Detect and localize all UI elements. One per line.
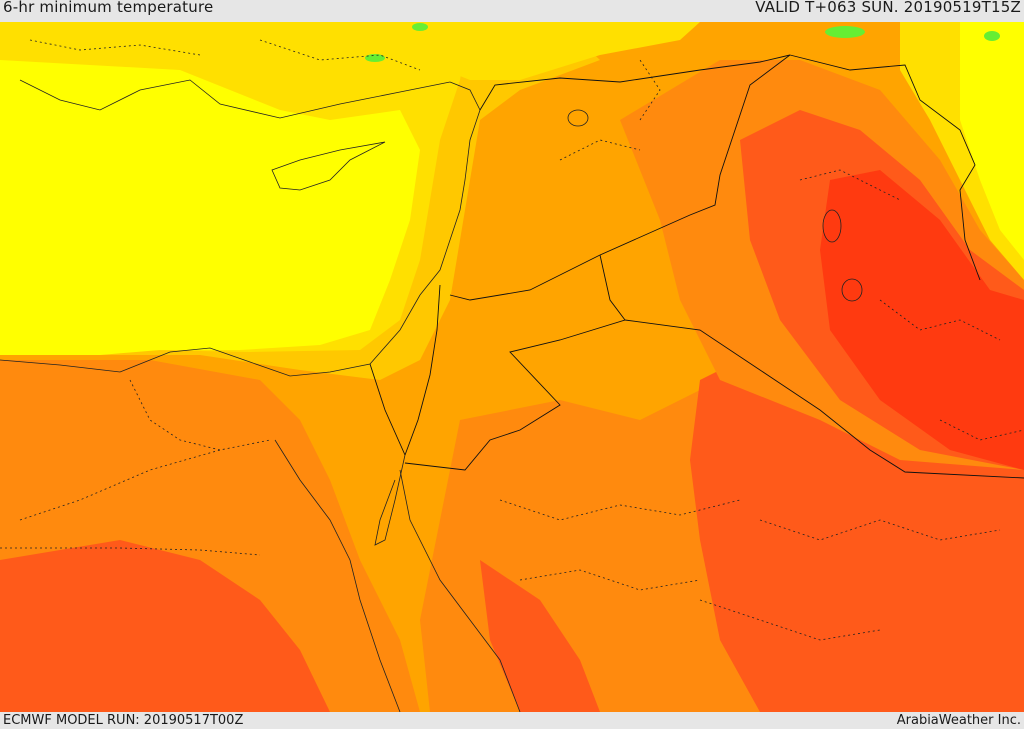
turkey-syria-border — [479, 54, 791, 111]
jordan-saudi-border — [404, 254, 626, 471]
field-iraq-hot — [820, 170, 1024, 470]
iraq-saudi-border — [624, 319, 1024, 479]
admin-boundaries — [0, 39, 1024, 641]
field-iran-pale — [960, 22, 1024, 260]
egypt-israel-border — [369, 363, 406, 456]
lake-habbaniyah — [841, 278, 863, 302]
field-green-1 — [412, 23, 428, 31]
red-sea-coastline-east — [399, 469, 521, 712]
iran-iraq-border — [789, 54, 981, 281]
dead-sea-line — [404, 284, 441, 456]
temperature-map[interactable] — [0, 22, 1024, 712]
field-redsea-coast-red — [480, 560, 600, 712]
field-turkey-yellow — [200, 22, 700, 80]
cyprus-outline — [271, 141, 386, 191]
map-title: 6-hr minimum temperature — [3, 0, 214, 16]
aqaba-coastline — [374, 454, 406, 546]
field-green-4 — [984, 31, 1000, 41]
field-green-2 — [365, 54, 385, 62]
syria-iraq-border — [599, 54, 791, 256]
field-sudan-red — [0, 540, 330, 712]
credit: ArabiaWeather Inc. — [896, 713, 1021, 728]
map-footer: ECMWF MODEL RUN: 20190517T00Z ArabiaWeat… — [0, 712, 1024, 729]
map-header: 6-hr minimum temperature VALID T+063 SUN… — [0, 0, 1024, 22]
valid-time: VALID T+063 SUN. 20190519T15Z — [755, 0, 1021, 16]
field-arabia-red — [690, 340, 1024, 712]
turkey-coastline — [19, 79, 451, 119]
med-coastline — [0, 81, 481, 377]
field-med-yellow — [0, 60, 420, 355]
model-run: ECMWF MODEL RUN: 20190517T00Z — [3, 713, 244, 728]
field-green-3 — [825, 26, 865, 38]
lake-tharthar — [822, 209, 842, 243]
lake-assad — [567, 109, 589, 127]
red-sea-coastline — [274, 439, 401, 712]
map-canvas — [0, 22, 1024, 712]
jordan-border — [449, 254, 601, 301]
